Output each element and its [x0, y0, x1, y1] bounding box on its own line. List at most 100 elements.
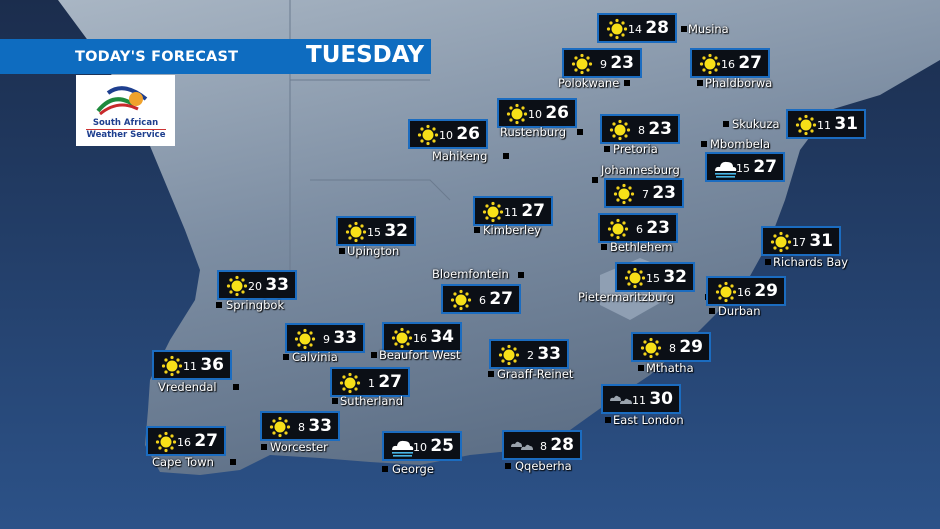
- min-temp: 20: [248, 280, 262, 293]
- sun-icon: [609, 119, 631, 141]
- min-temp: 9: [323, 333, 330, 346]
- forecast-box-kimberley: 11 27: [473, 196, 553, 226]
- city-label-bloemfontein: Bloemfontein: [432, 267, 509, 281]
- max-temp: 27: [753, 157, 777, 177]
- city-marker: [339, 248, 345, 254]
- city-marker: [604, 146, 610, 152]
- max-temp: 31: [834, 114, 858, 134]
- city-marker: [681, 26, 687, 32]
- max-temp: 28: [645, 18, 669, 38]
- city-marker: [701, 141, 707, 147]
- min-temp: 11: [504, 206, 518, 219]
- forecast-box-skukuza: 11 31: [786, 109, 866, 139]
- min-temp: 8: [298, 421, 305, 434]
- forecast-box-calvinia: 9 33: [285, 323, 365, 353]
- city-label-bethlehem: Bethlehem: [610, 240, 673, 254]
- forecast-box-mbombela: 15 27: [705, 152, 785, 182]
- city-marker: [624, 80, 630, 86]
- forecast-box-johannesburg: 7 23: [604, 178, 684, 208]
- logo-line2: Weather Service: [86, 129, 166, 140]
- city-label-kimberley: Kimberley: [483, 223, 542, 237]
- city-marker: [371, 352, 377, 358]
- city-label-sutherland: Sutherland: [340, 394, 404, 408]
- city-marker: [261, 444, 267, 450]
- sun-icon: [795, 114, 817, 136]
- max-temp: 33: [265, 275, 289, 295]
- city-label-george: George: [392, 462, 434, 476]
- forecast-box-springbok: 20 33: [217, 270, 297, 300]
- header-bar: TODAY'S FORECAST TUESDAY: [0, 39, 431, 74]
- city-label-calvinia: Calvinia: [292, 350, 338, 364]
- min-temp: 6: [636, 223, 643, 236]
- city-label-johannesburg: Johannesburg: [601, 163, 680, 177]
- max-temp: 33: [333, 328, 357, 348]
- max-temp: 26: [456, 124, 480, 144]
- cloud-icon: [511, 441, 533, 450]
- city-marker: [216, 302, 222, 308]
- city-label-rustenburg: Rustenburg: [500, 125, 567, 139]
- min-temp: 1: [368, 377, 375, 390]
- city-marker: [488, 371, 494, 377]
- forecast-box-beaufort-west: 16 34: [382, 322, 462, 352]
- min-temp: 9: [600, 58, 607, 71]
- forecast-box-pietermaritzburg: 15 32: [615, 262, 695, 292]
- min-temp: 8: [638, 124, 645, 137]
- city-marker: [233, 384, 239, 390]
- sun-icon: [498, 344, 520, 366]
- sun-icon: [699, 53, 721, 75]
- sun-icon: [269, 416, 291, 438]
- city-marker: [230, 459, 236, 465]
- forecast-box-cape-town: 16 27: [146, 426, 226, 456]
- city-label-musina: Musina: [688, 22, 729, 36]
- max-temp: 23: [610, 53, 634, 73]
- city-label-mthatha: Mthatha: [646, 361, 694, 375]
- min-temp: 15: [736, 162, 750, 175]
- city-marker: [577, 129, 583, 135]
- max-temp: 23: [648, 119, 672, 139]
- max-temp: 33: [537, 344, 561, 364]
- forecast-box-vredendal: 11 36: [152, 350, 232, 380]
- min-temp: 17: [792, 236, 806, 249]
- min-temp: 10: [413, 441, 427, 454]
- forecast-box-musina: 14 28: [597, 13, 677, 43]
- max-temp: 23: [652, 183, 676, 203]
- forecast-box-graaff-reinet: 2 33: [489, 339, 569, 369]
- city-label-skukuza: Skukuza: [732, 117, 780, 131]
- forecast-box-sutherland: 1 27: [330, 367, 410, 397]
- forecast-box-east-london: 11 30: [601, 384, 681, 414]
- city-marker: [283, 354, 289, 360]
- max-temp: 29: [679, 337, 703, 357]
- city-label-qqeberha: Qqeberha: [515, 459, 572, 473]
- max-temp: 23: [646, 218, 670, 238]
- forecast-box-polokwane: 9 23: [562, 48, 642, 78]
- sun-icon: [482, 201, 504, 223]
- min-temp: 15: [646, 272, 660, 285]
- max-temp: 27: [738, 53, 762, 73]
- min-temp: 10: [439, 129, 453, 142]
- max-temp: 27: [489, 289, 513, 309]
- sun-icon: [770, 231, 792, 253]
- max-temp: 25: [430, 436, 454, 456]
- city-label-polokwane: Polokwane: [558, 76, 620, 90]
- city-marker: [723, 121, 729, 127]
- sun-icon: [226, 275, 248, 297]
- min-temp: 11: [183, 360, 197, 373]
- min-temp: 16: [721, 58, 735, 71]
- city-label-durban: Durban: [718, 304, 761, 318]
- sun-icon: [294, 328, 316, 350]
- max-temp: 31: [809, 231, 833, 251]
- forecast-day: TUESDAY: [306, 42, 424, 68]
- max-temp: 27: [521, 201, 545, 221]
- max-temp: 30: [649, 389, 673, 409]
- forecast-box-george: 10 25: [382, 431, 462, 461]
- min-temp: 16: [177, 436, 191, 449]
- max-temp: 27: [194, 431, 218, 451]
- min-temp: 15: [367, 226, 381, 239]
- cloud-icon: [610, 395, 632, 404]
- forecast-box-richards-bay: 17 31: [761, 226, 841, 256]
- forecast-box-upington: 15 32: [336, 216, 416, 246]
- min-temp: 16: [737, 286, 751, 299]
- city-marker: [765, 259, 771, 265]
- sun-icon: [624, 267, 646, 289]
- logo-line1: South African: [92, 118, 159, 128]
